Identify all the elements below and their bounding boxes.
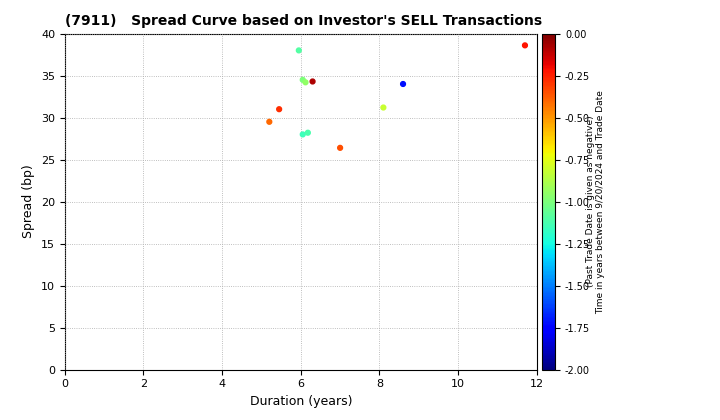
Point bbox=[300, 79, 311, 86]
Y-axis label: (Past Trade Date is given as negative)
Time in years between 9/20/2024 and Trade: (Past Trade Date is given as negative) T… bbox=[586, 89, 606, 314]
Point bbox=[264, 118, 275, 125]
Point bbox=[293, 47, 305, 54]
Point bbox=[334, 144, 346, 151]
Point bbox=[377, 104, 389, 111]
Point bbox=[297, 131, 308, 138]
Point bbox=[297, 76, 308, 83]
Point bbox=[519, 42, 531, 49]
Point bbox=[307, 78, 318, 85]
Point bbox=[274, 106, 285, 113]
Point bbox=[302, 129, 314, 136]
Point bbox=[397, 81, 409, 87]
Text: (7911)   Spread Curve based on Investor's SELL Transactions: (7911) Spread Curve based on Investor's … bbox=[65, 14, 542, 28]
Y-axis label: Spread (bp): Spread (bp) bbox=[22, 165, 35, 239]
X-axis label: Duration (years): Duration (years) bbox=[250, 395, 352, 408]
